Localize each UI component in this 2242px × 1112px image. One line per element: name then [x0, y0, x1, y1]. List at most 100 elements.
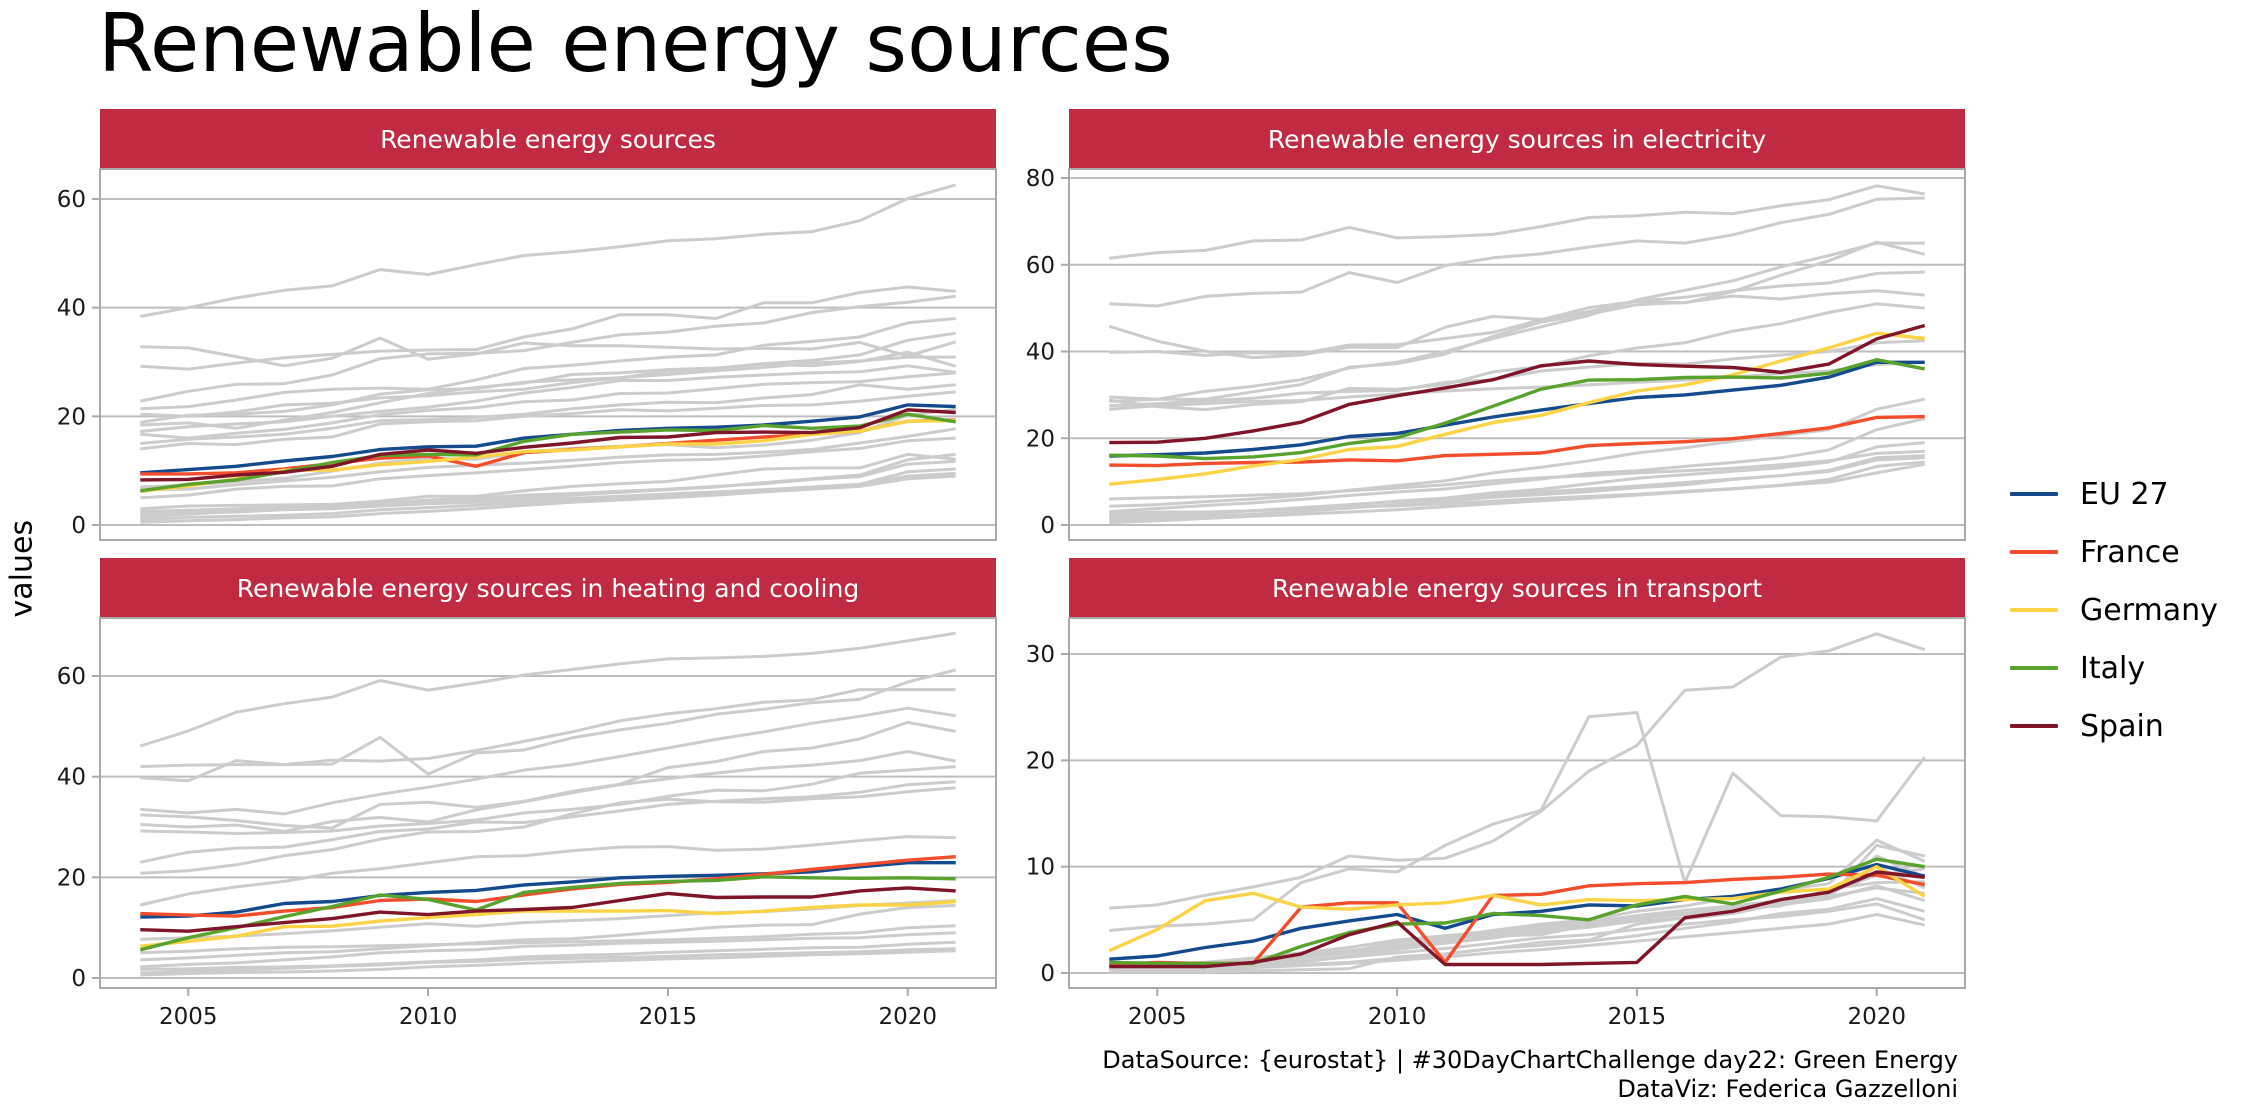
background-country-line: [1109, 270, 1925, 357]
panel-strip: [100, 109, 996, 169]
background-country-line: [140, 947, 956, 975]
series-line-germany: [1109, 331, 1925, 486]
legend-swatch-italy: [2010, 666, 2058, 670]
background-country-line: [1109, 865, 1926, 974]
legend-label-italy: Italy: [2080, 650, 2146, 686]
panel-border: [1068, 168, 1966, 541]
panel-strip: [1069, 558, 1965, 618]
y-tick-label: 10: [1026, 855, 1055, 881]
legend-item-spain: Spain: [2010, 697, 2218, 755]
background-country-line: [139, 631, 956, 748]
y-tick-label: 60: [1026, 253, 1055, 279]
background-country-line: [140, 285, 956, 371]
panel-2: Renewable energy sources in electricity 0…: [1026, 109, 1966, 541]
series-line-germany: [1108, 865, 1926, 953]
legend: EU 27 France Germany Italy Spain: [2010, 465, 2218, 755]
x-tick-label: 2015: [1608, 1004, 1667, 1030]
y-tick-label: 40: [57, 296, 86, 322]
caption-source: DataSource: {eurostat} | #30DayChartChal…: [1102, 1046, 1958, 1074]
background-country-line: [1109, 302, 1925, 412]
y-tick-label: 0: [71, 966, 86, 992]
y-axis-label: values: [4, 519, 40, 618]
series-line-france: [140, 855, 956, 918]
legend-swatch-germany: [2010, 608, 2058, 612]
background-country-line: [140, 183, 957, 318]
background-country-line: [140, 390, 956, 451]
background-country-line: [140, 355, 956, 424]
legend-item-eu27: EU 27: [2010, 465, 2218, 523]
series-line-germany: [140, 899, 956, 948]
caption-author: DataViz: Federica Gazzelloni: [1617, 1075, 1958, 1103]
background-country-line: [1109, 397, 1926, 508]
background-country-line: [1109, 632, 1926, 910]
caption: DataSource: {eurostat} | #30DayChartChal…: [1102, 1046, 1958, 1104]
background-country-line: [139, 835, 956, 907]
y-tick-label: 20: [1026, 426, 1055, 452]
y-tick-label: 40: [57, 765, 86, 791]
series-line-spain: [1109, 323, 1926, 445]
panel-1: Renewable energy sources 0 20 40 60: [57, 109, 997, 541]
background-country-line: [1109, 184, 1925, 260]
panel-title: Renewable energy sources in transport: [1272, 574, 1762, 603]
y-tick-label: 0: [1040, 961, 1055, 987]
series-line-france: [1109, 414, 1925, 468]
series-line-spain: [140, 408, 956, 482]
background-country-line: [1109, 838, 1926, 971]
background-country-line: [140, 668, 957, 776]
background-country-line: [140, 474, 956, 524]
background-country-line: [1109, 289, 1925, 401]
panel-border: [99, 617, 997, 989]
y-tick-label: 80: [1026, 166, 1055, 192]
legend-label-france: France: [2080, 534, 2180, 570]
series-line-italy: [1109, 358, 1926, 461]
background-country-line: [140, 452, 956, 519]
background-country-line: [140, 317, 956, 411]
background-country-line: [1109, 711, 1926, 932]
legend-label-germany: Germany: [2080, 592, 2218, 628]
x-tick-label: 2020: [1847, 1004, 1906, 1030]
series-line-spain: [140, 886, 956, 933]
background-country-line: [1109, 417, 1926, 514]
background-country-line: [1109, 913, 1926, 974]
background-country-line: [1109, 449, 1925, 501]
y-tick-label: 30: [1026, 642, 1055, 668]
background-country-line: [140, 364, 956, 433]
legend-swatch-eu27: [2010, 492, 2058, 496]
background-country-line: [140, 427, 956, 492]
background-country-line: [140, 452, 956, 511]
series-line-eu27: [140, 861, 956, 919]
x-tick-label: 2005: [159, 1004, 218, 1030]
legend-label-eu27: EU 27: [2080, 476, 2169, 512]
legend-swatch-france: [2010, 550, 2058, 554]
panel-title: Renewable energy sources in electricity: [1268, 125, 1767, 154]
panel-strip: [1069, 109, 1965, 169]
series-line-italy: [139, 875, 956, 952]
background-country-line: [140, 904, 956, 962]
background-country-line: [140, 765, 956, 835]
panel-border: [99, 168, 997, 541]
x-tick-label: 2015: [639, 1004, 698, 1030]
background-country-line: [1109, 241, 1925, 403]
background-country-line: [140, 786, 956, 875]
legend-label-spain: Spain: [2080, 708, 2164, 744]
background-country-line: [140, 471, 956, 522]
y-tick-label: 40: [1026, 340, 1055, 366]
y-tick-label: 0: [1040, 513, 1055, 539]
background-country-line: [140, 949, 956, 977]
series-line-eu27: [1109, 360, 1925, 458]
legend-item-germany: Germany: [2010, 581, 2218, 639]
background-country-line: [140, 750, 956, 833]
legend-item-france: France: [2010, 523, 2218, 581]
y-tick-label: 20: [57, 865, 86, 891]
legend-swatch-spain: [2010, 724, 2058, 728]
background-country-line: [1109, 360, 1925, 411]
y-tick-label: 20: [1026, 748, 1055, 774]
background-country-line: [1109, 196, 1925, 308]
background-country-line: [140, 336, 957, 368]
panel-title: Renewable energy sources: [380, 125, 716, 154]
panel-4: Renewable energy sources in transport 0 10…: [1026, 558, 1966, 1030]
y-tick-label: 0: [71, 513, 86, 539]
series-line-spain: [1109, 870, 1925, 969]
background-country-line: [140, 706, 956, 816]
